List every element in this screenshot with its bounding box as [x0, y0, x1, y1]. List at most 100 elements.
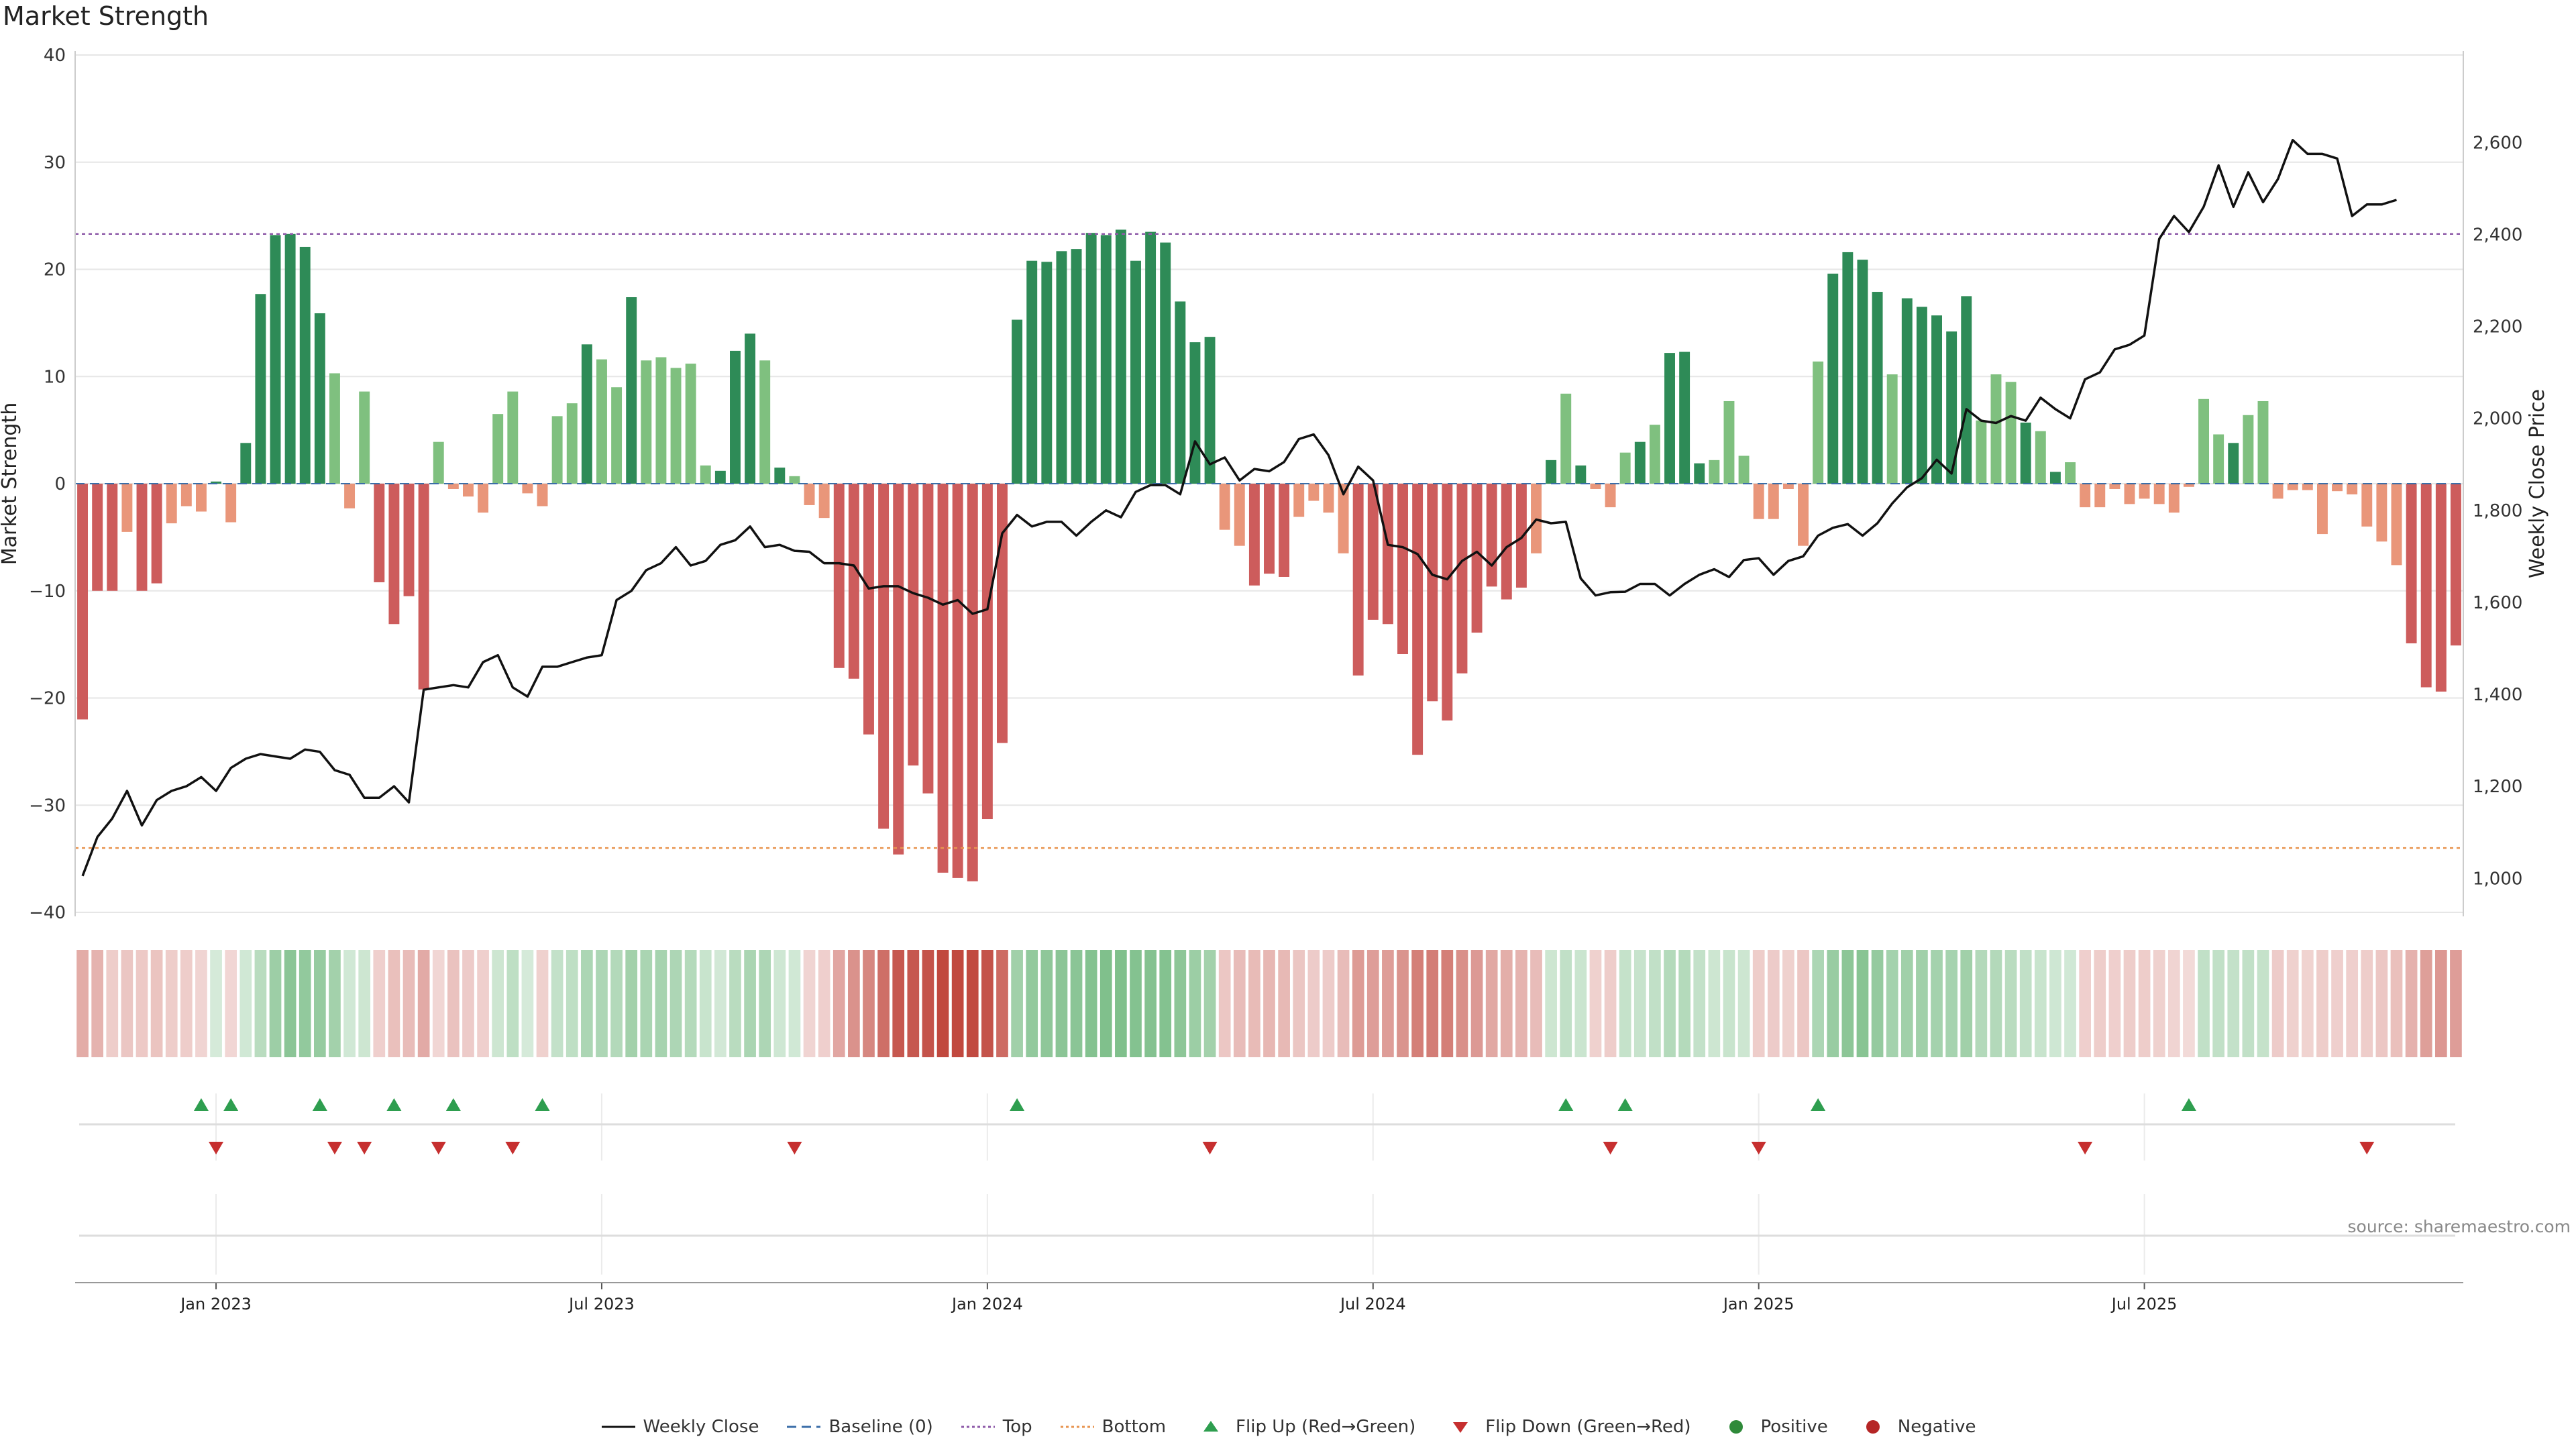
strength-bar: [596, 359, 607, 484]
heat-cell: [1011, 950, 1023, 1057]
heat-cell: [1456, 950, 1468, 1057]
heat-cell: [2434, 950, 2447, 1057]
heat-cell: [2390, 950, 2403, 1057]
strength-bar: [922, 484, 934, 794]
strength-bar: [1768, 484, 1779, 519]
heat-cell: [1708, 950, 1721, 1057]
heat-cell: [284, 950, 297, 1057]
heat-cell: [506, 950, 519, 1057]
strength-bar: [1026, 260, 1038, 484]
heat-cell: [2212, 950, 2224, 1057]
heat-cell: [417, 950, 430, 1057]
strength-bar: [848, 484, 859, 679]
heat-cell: [2420, 950, 2432, 1057]
heat-cell: [2198, 950, 2210, 1057]
left-tick-label: −40: [29, 903, 66, 923]
heat-cell: [2049, 950, 2061, 1057]
right-tick-label: 1,200: [2473, 777, 2522, 797]
heat-cell: [1886, 950, 1898, 1057]
heat-cell: [1055, 950, 1068, 1057]
strength-bar: [2406, 484, 2417, 644]
right-tick-label: 1,400: [2473, 685, 2522, 705]
right-tick-label: 2,600: [2473, 133, 2522, 153]
heat-cell: [1604, 950, 1617, 1057]
left-tick-label: 20: [44, 260, 66, 280]
flip-up-marker: [312, 1098, 327, 1111]
strength-bar: [492, 414, 504, 484]
strength-bar: [1189, 342, 1201, 484]
heat-cell: [136, 950, 148, 1057]
strength-bar: [107, 484, 118, 591]
legend-label: Weekly Close: [643, 1417, 759, 1437]
heat-cell: [254, 950, 267, 1057]
right-tick-label: 2,000: [2473, 409, 2522, 429]
strength-bar: [403, 484, 415, 596]
heat-cell: [402, 950, 415, 1057]
heat-cell: [610, 950, 623, 1057]
strength-bar: [1130, 260, 1141, 484]
legend-item: Flip Down (Green→Red): [1442, 1417, 1691, 1437]
heat-cell: [833, 950, 845, 1057]
heat-cell: [2257, 950, 2269, 1057]
heat-cell: [2361, 950, 2373, 1057]
heat-cell: [1500, 950, 1513, 1057]
heat-cell: [521, 950, 534, 1057]
heat-cell: [210, 950, 222, 1057]
strength-bar: [641, 360, 652, 484]
heat-cell: [1812, 950, 1824, 1057]
strength-bar: [374, 484, 385, 582]
strength-bar: [2035, 431, 2046, 484]
x-tick-label: Jan 2025: [1722, 1295, 1794, 1313]
x-tick-label: Jul 2023: [568, 1295, 635, 1313]
strength-bar: [1842, 252, 1854, 484]
heat-cell: [1871, 950, 1884, 1057]
heat-cell: [2301, 950, 2314, 1057]
flip-down-marker: [1603, 1142, 1618, 1155]
heat-cell: [1099, 950, 1112, 1057]
strength-bar: [759, 360, 771, 484]
strength-bar: [2049, 472, 2061, 484]
strength-bar: [240, 443, 252, 484]
strength-bar: [225, 484, 237, 523]
strength-bar: [1575, 465, 1587, 484]
heat-cell: [2019, 950, 2032, 1057]
heat-cell: [1203, 950, 1216, 1057]
flip-down-marker: [327, 1142, 342, 1155]
heat-cell: [892, 950, 905, 1057]
heat-cell: [2079, 950, 2091, 1057]
heat-cell: [314, 950, 326, 1057]
heat-cell: [1530, 950, 1542, 1057]
heat-cell: [714, 950, 727, 1057]
heat-cell: [165, 950, 178, 1057]
strength-bar: [2435, 484, 2447, 692]
heat-cell: [1723, 950, 1735, 1057]
strength-bar: [1160, 242, 1171, 484]
heat-cell: [195, 950, 207, 1057]
strength-bar: [1546, 460, 1557, 484]
heat-cell: [655, 950, 667, 1057]
heat-cell: [1975, 950, 1988, 1057]
strength-bar: [1471, 484, 1483, 633]
strength-bar: [2168, 484, 2180, 513]
heat-cell: [2108, 950, 2121, 1057]
heat-cell: [1545, 950, 1557, 1057]
strength-bar: [1056, 251, 1067, 484]
heat-cell: [1233, 950, 1246, 1057]
strength-bar: [1857, 260, 1868, 484]
strength-bar: [1560, 393, 1572, 484]
strength-bar: [745, 333, 756, 484]
heat-cell: [1382, 950, 1394, 1057]
strength-bar: [2109, 484, 2121, 489]
strength-bar: [1382, 484, 1393, 625]
right-tick-label: 2,200: [2473, 317, 2522, 337]
strength-bar: [1442, 484, 1453, 721]
legend-item: Weekly Close: [600, 1417, 759, 1437]
heat-cell: [1782, 950, 1794, 1057]
heat-cell: [388, 950, 400, 1057]
strength-bar: [1486, 484, 1497, 587]
flip-down-marker: [431, 1142, 446, 1155]
heat-cell: [1945, 950, 1957, 1057]
legend-label: Negative: [1897, 1417, 1976, 1437]
heat-cell: [180, 950, 193, 1057]
heat-cell: [922, 950, 934, 1057]
